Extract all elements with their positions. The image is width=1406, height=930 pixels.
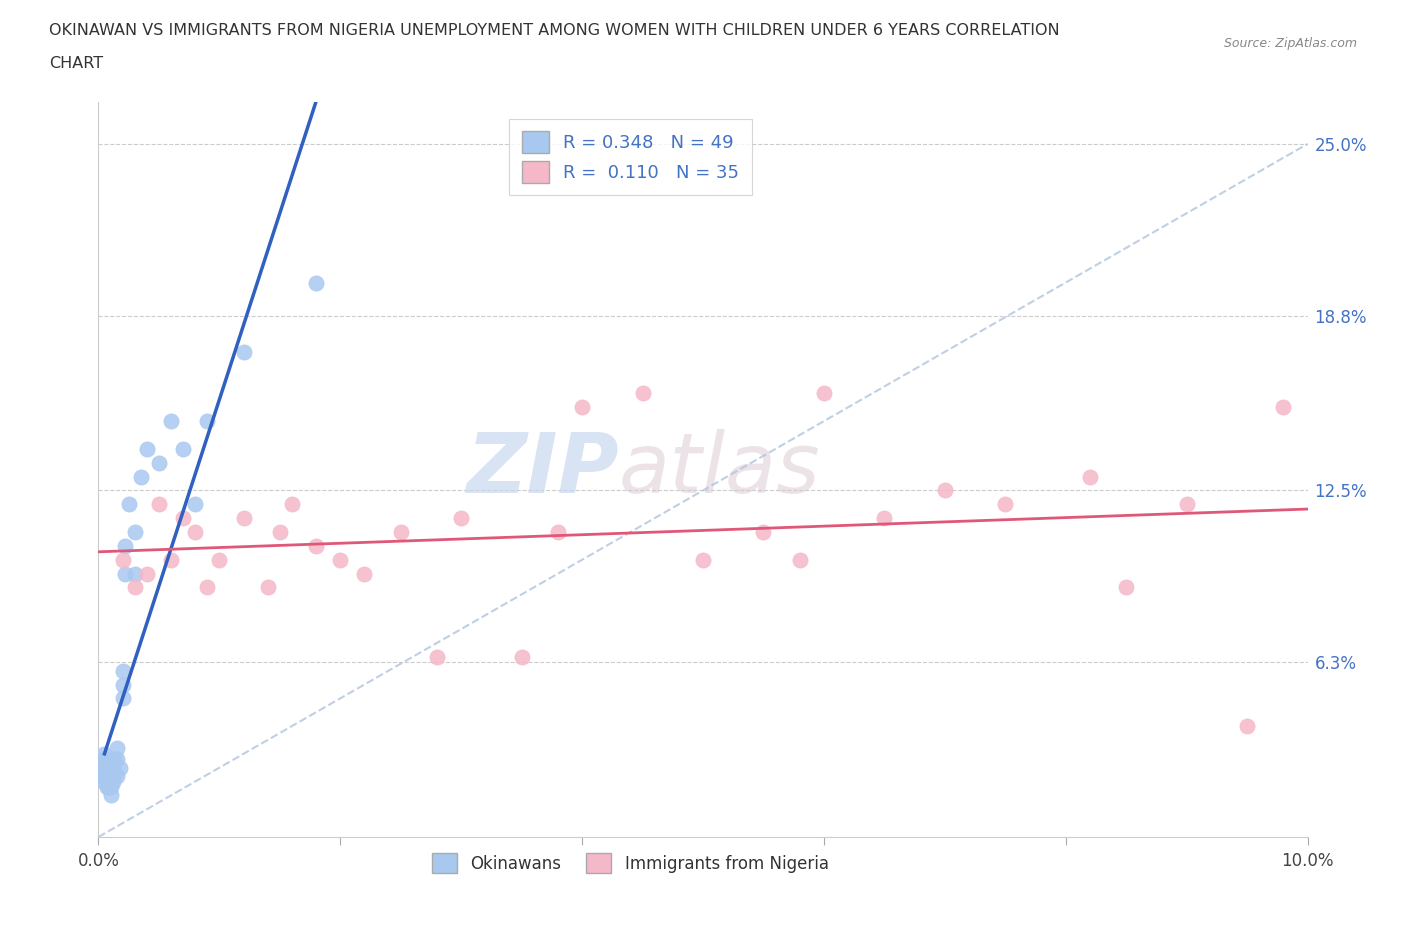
- Point: [96, 768, 118, 783]
- Point: [1078, 469, 1101, 484]
- Point: [305, 538, 328, 553]
- Point: [426, 649, 449, 664]
- Point: [93, 768, 115, 783]
- Point: [148, 497, 170, 512]
- Point: [547, 525, 569, 539]
- Point: [281, 497, 304, 512]
- Point: [96, 774, 118, 789]
- Point: [353, 566, 375, 581]
- Point: [93, 752, 115, 767]
- Point: [93, 763, 115, 777]
- Point: [97, 774, 120, 789]
- Point: [98, 779, 121, 794]
- Point: [105, 768, 128, 783]
- Point: [111, 552, 134, 567]
- Point: [111, 691, 134, 706]
- Point: [571, 400, 593, 415]
- Point: [96, 779, 118, 794]
- Point: [97, 765, 120, 780]
- Point: [97, 757, 120, 772]
- Point: [195, 580, 218, 595]
- Point: [232, 344, 254, 359]
- Text: atlas: atlas: [619, 429, 820, 511]
- Point: [100, 768, 122, 783]
- Point: [232, 511, 254, 525]
- Point: [789, 552, 811, 567]
- Point: [873, 511, 896, 525]
- Point: [100, 774, 122, 789]
- Point: [1272, 400, 1295, 415]
- Point: [96, 752, 118, 767]
- Point: [184, 525, 207, 539]
- Point: [100, 788, 122, 803]
- Point: [329, 552, 352, 567]
- Point: [1115, 580, 1137, 595]
- Point: [114, 538, 136, 553]
- Point: [148, 456, 170, 471]
- Point: [256, 580, 278, 595]
- Point: [813, 386, 835, 401]
- Point: [135, 566, 157, 581]
- Point: [129, 469, 152, 484]
- Point: [105, 741, 128, 756]
- Point: [98, 768, 121, 783]
- Point: [98, 774, 121, 789]
- Point: [135, 442, 157, 457]
- Point: [111, 677, 134, 692]
- Point: [101, 760, 124, 775]
- Point: [97, 779, 120, 794]
- Point: [100, 760, 122, 775]
- Point: [100, 752, 122, 767]
- Point: [93, 760, 115, 775]
- Point: [305, 275, 328, 290]
- Point: [208, 552, 231, 567]
- Point: [103, 752, 125, 767]
- Point: [93, 774, 115, 789]
- Point: [1175, 497, 1198, 512]
- Text: CHART: CHART: [49, 56, 103, 71]
- Point: [96, 760, 118, 775]
- Point: [510, 649, 533, 664]
- Point: [934, 483, 956, 498]
- Point: [160, 414, 183, 429]
- Point: [184, 497, 207, 512]
- Text: ZIP: ZIP: [465, 429, 619, 511]
- Point: [108, 760, 131, 775]
- Point: [103, 768, 125, 783]
- Point: [93, 747, 115, 762]
- Point: [172, 442, 194, 457]
- Point: [101, 774, 124, 789]
- Point: [752, 525, 775, 539]
- Point: [450, 511, 472, 525]
- Legend: Okinawans, Immigrants from Nigeria: Okinawans, Immigrants from Nigeria: [426, 846, 835, 880]
- Point: [118, 497, 141, 512]
- Point: [100, 779, 122, 794]
- Point: [1236, 719, 1258, 734]
- Point: [172, 511, 194, 525]
- Point: [160, 552, 183, 567]
- Point: [269, 525, 291, 539]
- Point: [124, 525, 146, 539]
- Point: [124, 580, 146, 595]
- Point: [124, 566, 146, 581]
- Point: [111, 663, 134, 678]
- Text: Source: ZipAtlas.com: Source: ZipAtlas.com: [1223, 37, 1357, 50]
- Point: [631, 386, 654, 401]
- Point: [994, 497, 1017, 512]
- Point: [692, 552, 714, 567]
- Point: [114, 566, 136, 581]
- Point: [195, 414, 218, 429]
- Point: [389, 525, 412, 539]
- Point: [105, 752, 128, 767]
- Text: OKINAWAN VS IMMIGRANTS FROM NIGERIA UNEMPLOYMENT AMONG WOMEN WITH CHILDREN UNDER: OKINAWAN VS IMMIGRANTS FROM NIGERIA UNEM…: [49, 23, 1060, 38]
